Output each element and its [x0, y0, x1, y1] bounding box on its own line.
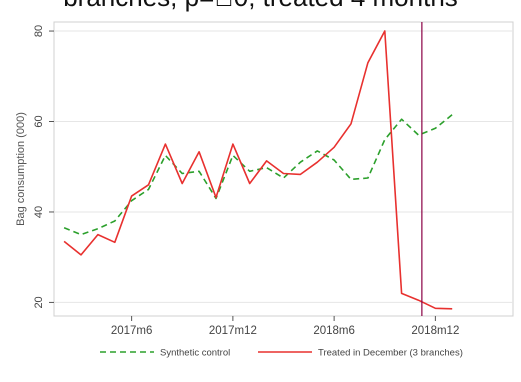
plot-frame: [53, 21, 514, 317]
legend-synthetic-control-label: Synthetic control: [160, 348, 230, 359]
x-tick-label: 2018m6: [313, 325, 355, 337]
x-tick-label: 2017m6: [111, 325, 153, 337]
y-tick-label: 80: [33, 25, 45, 37]
y-tick-label: 20: [33, 296, 45, 308]
y-tick-label: 40: [33, 206, 45, 218]
x-tick-label: 2017m12: [209, 325, 257, 337]
synthetic-control-line: [63, 114, 453, 236]
treated-line: [63, 30, 453, 310]
y-axis-label: Bag consumption (000): [15, 112, 27, 226]
legend-treated-label: Treated in December (3 branches): [318, 348, 463, 359]
x-tick-label: 2018m12: [411, 325, 459, 337]
chart-title: branches, p= 0; treated 4 months: [0, 0, 521, 13]
y-tick-label: 60: [33, 115, 45, 127]
